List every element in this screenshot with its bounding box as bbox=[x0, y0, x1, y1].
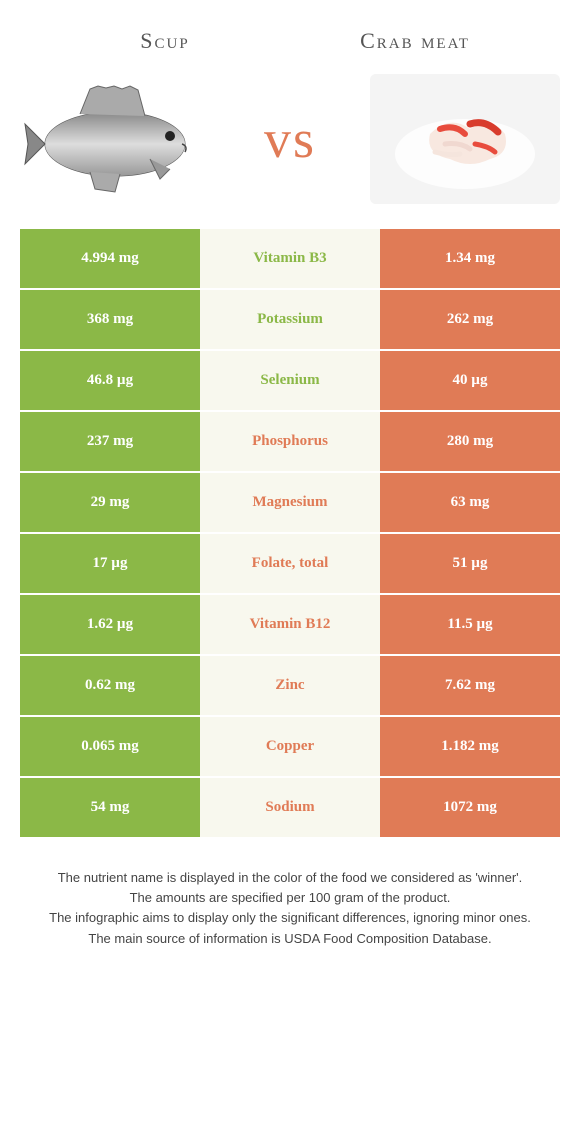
nutrient-name-cell: Magnesium bbox=[200, 473, 380, 532]
right-value-cell: 40 µg bbox=[380, 351, 560, 410]
right-value-cell: 63 mg bbox=[380, 473, 560, 532]
nutrient-name-cell: Zinc bbox=[200, 656, 380, 715]
fish-icon bbox=[20, 74, 210, 204]
nutrient-row: 4.994 mgVitamin B31.34 mg bbox=[20, 229, 560, 290]
nutrient-name-cell: Potassium bbox=[200, 290, 380, 349]
footer-line-2: The amounts are specified per 100 gram o… bbox=[25, 889, 555, 907]
nutrient-row: 0.62 mgZinc7.62 mg bbox=[20, 656, 560, 717]
nutrient-name-cell: Phosphorus bbox=[200, 412, 380, 471]
right-value-cell: 1.34 mg bbox=[380, 229, 560, 288]
right-value-cell: 1.182 mg bbox=[380, 717, 560, 776]
nutrient-row: 29 mgMagnesium63 mg bbox=[20, 473, 560, 534]
footer-line-4: The main source of information is USDA F… bbox=[25, 930, 555, 948]
nutrient-row: 368 mgPotassium262 mg bbox=[20, 290, 560, 351]
footer-line-1: The nutrient name is displayed in the co… bbox=[25, 869, 555, 887]
nutrient-name-cell: Sodium bbox=[200, 778, 380, 837]
scup-image bbox=[20, 74, 210, 204]
left-value-cell: 237 mg bbox=[20, 412, 200, 471]
right-value-cell: 11.5 µg bbox=[380, 595, 560, 654]
nutrient-name-cell: Vitamin B12 bbox=[200, 595, 380, 654]
nutrient-row: 54 mgSodium1072 mg bbox=[20, 778, 560, 839]
left-value-cell: 46.8 µg bbox=[20, 351, 200, 410]
left-value-cell: 0.065 mg bbox=[20, 717, 200, 776]
crab-meat-image bbox=[370, 74, 560, 204]
footer-line-3: The infographic aims to display only the… bbox=[25, 909, 555, 927]
nutrient-row: 237 mgPhosphorus280 mg bbox=[20, 412, 560, 473]
left-value-cell: 368 mg bbox=[20, 290, 200, 349]
left-value-cell: 17 µg bbox=[20, 534, 200, 593]
right-value-cell: 7.62 mg bbox=[380, 656, 560, 715]
left-value-cell: 54 mg bbox=[20, 778, 200, 837]
images-row: vs bbox=[0, 64, 580, 229]
right-value-cell: 1072 mg bbox=[380, 778, 560, 837]
nutrient-row: 17 µgFolate, total51 µg bbox=[20, 534, 560, 595]
left-value-cell: 4.994 mg bbox=[20, 229, 200, 288]
vs-text: vs bbox=[264, 108, 316, 170]
nutrient-name-cell: Vitamin B3 bbox=[200, 229, 380, 288]
nutrient-name-cell: Copper bbox=[200, 717, 380, 776]
nutrient-name-cell: Selenium bbox=[200, 351, 380, 410]
left-value-cell: 1.62 µg bbox=[20, 595, 200, 654]
nutrient-name-cell: Folate, total bbox=[200, 534, 380, 593]
nutrient-row: 46.8 µgSelenium40 µg bbox=[20, 351, 560, 412]
right-food-title: Crab meat bbox=[290, 28, 540, 54]
header-row: Scup Crab meat bbox=[0, 0, 580, 64]
left-food-title: Scup bbox=[40, 28, 290, 54]
right-value-cell: 262 mg bbox=[380, 290, 560, 349]
nutrient-row: 0.065 mgCopper1.182 mg bbox=[20, 717, 560, 778]
nutrient-table: 4.994 mgVitamin B31.34 mg368 mgPotassium… bbox=[20, 229, 560, 839]
crab-meat-icon bbox=[370, 74, 560, 204]
nutrient-row: 1.62 µgVitamin B1211.5 µg bbox=[20, 595, 560, 656]
right-value-cell: 280 mg bbox=[380, 412, 560, 471]
left-value-cell: 0.62 mg bbox=[20, 656, 200, 715]
footer-notes: The nutrient name is displayed in the co… bbox=[0, 839, 580, 948]
right-value-cell: 51 µg bbox=[380, 534, 560, 593]
left-value-cell: 29 mg bbox=[20, 473, 200, 532]
